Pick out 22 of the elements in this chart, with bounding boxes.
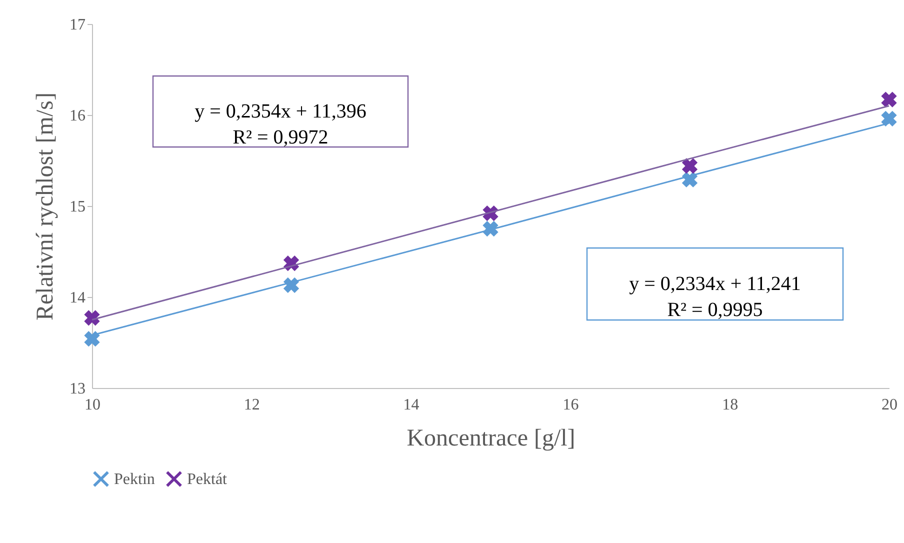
y-tick-label: 16 bbox=[70, 108, 86, 124]
y-tick-label: 15 bbox=[70, 198, 86, 216]
legend-label: Pektát bbox=[187, 471, 228, 488]
x-tick-label: 16 bbox=[562, 396, 579, 414]
point bbox=[682, 158, 698, 174]
y-tick-label: 13 bbox=[70, 380, 86, 398]
x-tick-label: 10 bbox=[84, 396, 100, 414]
x-tick-label: 14 bbox=[403, 396, 420, 414]
y-tick-label: 17 bbox=[70, 16, 86, 34]
x-tick-label: 12 bbox=[244, 396, 260, 414]
x-axis-title: Koncentrace [g/l] bbox=[406, 426, 576, 452]
point bbox=[84, 331, 100, 347]
x-tick-label: 20 bbox=[882, 396, 898, 414]
legend-label: Pektin bbox=[114, 471, 155, 488]
y-tick-label: 14 bbox=[70, 290, 86, 306]
point bbox=[881, 92, 897, 108]
annotation: y = 0,2334x + 11,241 R² = 0,9995 bbox=[629, 273, 801, 321]
point bbox=[84, 310, 100, 326]
y-axis-title: Relativní rychlost [m/s] bbox=[32, 92, 58, 320]
x-tick-label: 18 bbox=[722, 396, 738, 414]
point bbox=[881, 110, 897, 126]
annotation: y = 0,2354x + 11,396 R² = 0,9972 bbox=[194, 100, 366, 148]
